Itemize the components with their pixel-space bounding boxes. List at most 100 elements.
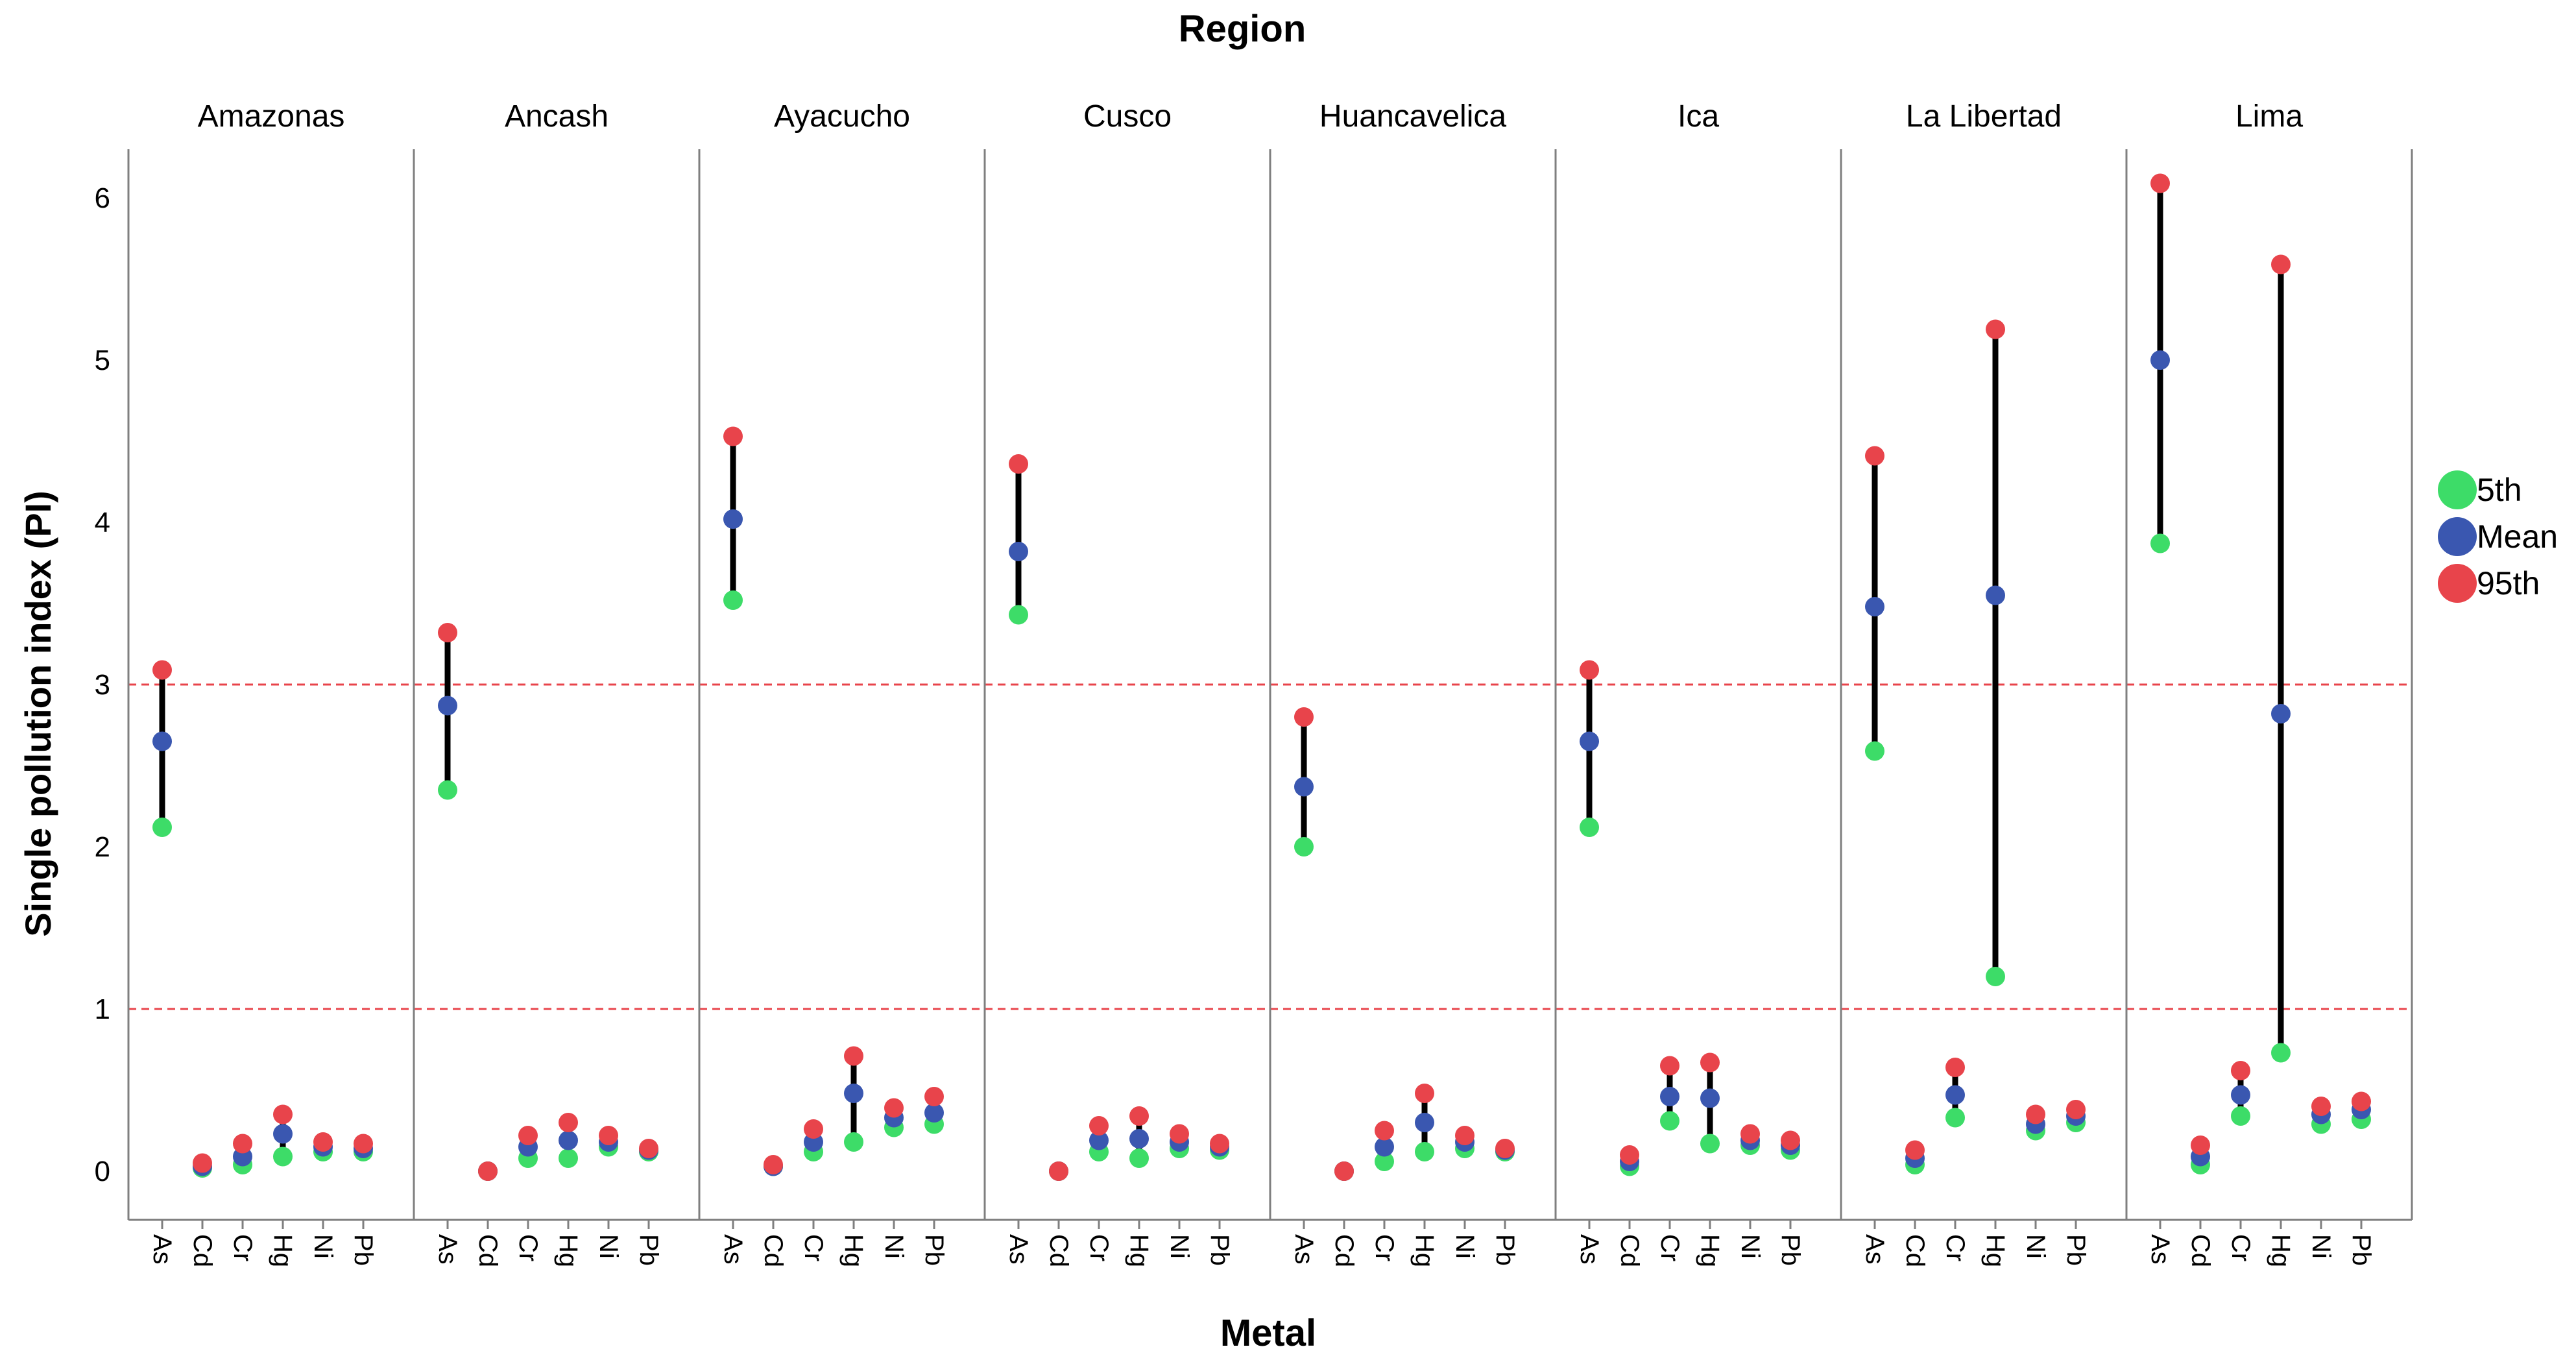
legend-label-p95: 95th [2477, 565, 2540, 601]
point-mean [1945, 1085, 1965, 1105]
x-tick-label: As [148, 1234, 176, 1265]
y-tick-label: 4 [95, 507, 110, 539]
y-tick-label: 2 [95, 831, 110, 863]
point-95th [1375, 1121, 1394, 1141]
panel-label-ayacucho: Ayacucho [774, 99, 910, 134]
point-95th [1049, 1161, 1068, 1181]
point-95th [764, 1155, 783, 1174]
y-axis-label: Single pollution index (PI) [18, 491, 58, 937]
point-mean [152, 731, 172, 751]
y-tick-label: 1 [95, 993, 110, 1025]
x-tick-label: Pb [2062, 1234, 2090, 1266]
y-tick-label: 3 [95, 669, 110, 701]
legend-label-mean: Mean [2477, 518, 2558, 555]
x-tick-label: As [1290, 1234, 1318, 1265]
legend: 5th Mean 95th [2438, 470, 2558, 603]
y-tick-label: 5 [95, 345, 110, 376]
point-5th [1294, 837, 1314, 856]
x-tick-label: Pb [920, 1234, 948, 1266]
legend-swatch-p95 [2438, 564, 2477, 603]
point-mean [1375, 1137, 1394, 1157]
x-tick-label: Pb [2347, 1234, 2376, 1266]
x-tick-label: Hg [1981, 1234, 2010, 1267]
point-5th [1375, 1152, 1394, 1171]
point-95th [559, 1113, 578, 1132]
point-mean [723, 509, 743, 529]
point-95th [518, 1126, 538, 1145]
point-mean [1415, 1113, 1434, 1132]
point-95th [1210, 1134, 1229, 1154]
point-95th [723, 426, 743, 446]
panel-label-ica: Ica [1678, 99, 1719, 134]
point-95th [478, 1161, 498, 1181]
x-tick-label: Cd [474, 1234, 502, 1267]
point-95th [1986, 319, 2005, 339]
point-95th [924, 1087, 944, 1106]
point-mean [2231, 1085, 2250, 1105]
chart-title: Region [1179, 8, 1306, 50]
point-mean [1089, 1130, 1109, 1150]
point-95th [1740, 1124, 1760, 1144]
point-95th [804, 1119, 823, 1139]
panel-label-huancavelica: Huancavelica [1319, 99, 1506, 134]
point-5th [723, 590, 743, 610]
point-95th [1781, 1130, 1800, 1150]
point-95th [1945, 1058, 1965, 1077]
x-tick-label: Cr [1370, 1234, 1399, 1261]
x-tick-label: As [433, 1234, 462, 1265]
x-tick-label: Hg [554, 1234, 583, 1267]
point-5th [1865, 741, 1884, 761]
point-95th [1580, 660, 1599, 680]
x-tick-label: Hg [839, 1234, 868, 1267]
point-5th [273, 1147, 293, 1167]
x-tick-label: Cd [1330, 1234, 1358, 1267]
y-tick-label: 6 [95, 182, 110, 214]
x-axis-label: Metal [1220, 1312, 1316, 1354]
point-95th [1620, 1145, 1639, 1165]
x-tick-label: Cr [1085, 1234, 1113, 1261]
point-95th [1009, 454, 1028, 474]
x-tick-label: Cd [188, 1234, 217, 1267]
point-95th [273, 1104, 293, 1124]
x-tick-label: Ni [1451, 1234, 1479, 1259]
x-tick-label: Cd [2186, 1234, 2215, 1267]
x-tick-label: Cr [2226, 1234, 2255, 1261]
panel-label-cusco: Cusco [1083, 99, 1172, 134]
point-95th [313, 1132, 333, 1152]
panel-label-la-libertad: La Libertad [1906, 99, 2062, 134]
point-95th [599, 1126, 618, 1145]
point-5th [2271, 1043, 2291, 1063]
point-95th [1700, 1052, 1720, 1073]
point-95th [152, 660, 172, 680]
point-mean [2271, 704, 2291, 723]
x-tick-label: Cr [1655, 1234, 1684, 1261]
x-tick-label: As [2146, 1234, 2174, 1265]
point-95th [2271, 254, 2291, 274]
x-tick-label: Ni [2307, 1234, 2335, 1259]
x-tick-label: Pb [349, 1234, 378, 1266]
x-tick-label: Cd [759, 1234, 788, 1267]
point-mean [438, 696, 457, 716]
x-tick-label: Pb [1776, 1234, 1805, 1266]
x-tick-label: Pb [634, 1234, 663, 1266]
legend-swatch-p5 [2438, 470, 2477, 509]
point-95th [438, 623, 457, 642]
point-mean [1986, 585, 2005, 605]
point-5th [2150, 533, 2170, 553]
point-5th [1945, 1108, 1965, 1128]
x-tick-label: As [719, 1234, 747, 1265]
point-95th [2066, 1100, 2086, 1119]
point-95th [1170, 1124, 1189, 1144]
x-tick-label: Hg [1125, 1234, 1153, 1267]
point-5th [1129, 1148, 1149, 1168]
x-tick-label: Ni [880, 1234, 908, 1259]
point-5th [1009, 605, 1028, 625]
x-tick-label: Ni [309, 1234, 337, 1259]
x-tick-label: Cr [228, 1234, 257, 1261]
point-5th [2231, 1106, 2250, 1126]
point-95th [2150, 173, 2170, 193]
x-tick-label: Hg [2267, 1234, 2295, 1267]
x-tick-label: Cr [799, 1234, 828, 1261]
point-95th [884, 1098, 904, 1118]
point-95th [1905, 1140, 1925, 1160]
